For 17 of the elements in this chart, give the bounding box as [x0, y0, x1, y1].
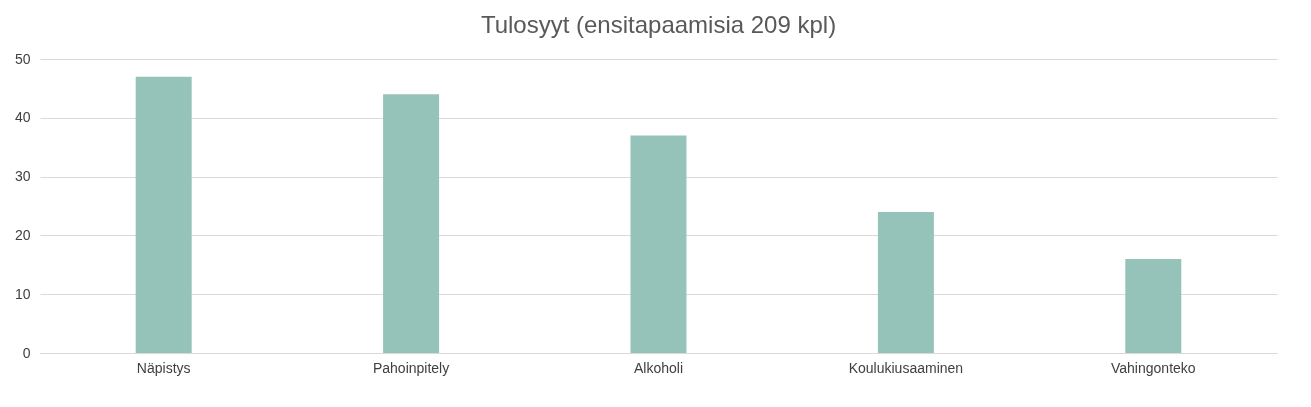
bar [1125, 258, 1182, 353]
chart-title: Tulosyyt (ensitapaamisia 209 kpl) [480, 11, 837, 38]
bar [135, 76, 192, 353]
x-tick-label: Näpistys [136, 359, 191, 376]
y-tick-label: 50 [14, 50, 31, 67]
y-tick-label: 0 [22, 344, 31, 361]
bar [383, 94, 440, 353]
x-tick-label: Vahingonteko [1111, 359, 1196, 376]
y-tick-label: 40 [14, 109, 31, 126]
x-tick-label: Alkoholi [633, 359, 684, 376]
y-tick-label: 20 [14, 226, 31, 243]
bar [630, 135, 687, 353]
bar [877, 211, 934, 353]
x-tick-label: Pahoinpitely [372, 359, 450, 376]
y-tick-label: 10 [14, 285, 31, 302]
x-tick-label: Koulukiusaaminen [848, 359, 964, 376]
y-tick-label: 30 [14, 168, 31, 185]
